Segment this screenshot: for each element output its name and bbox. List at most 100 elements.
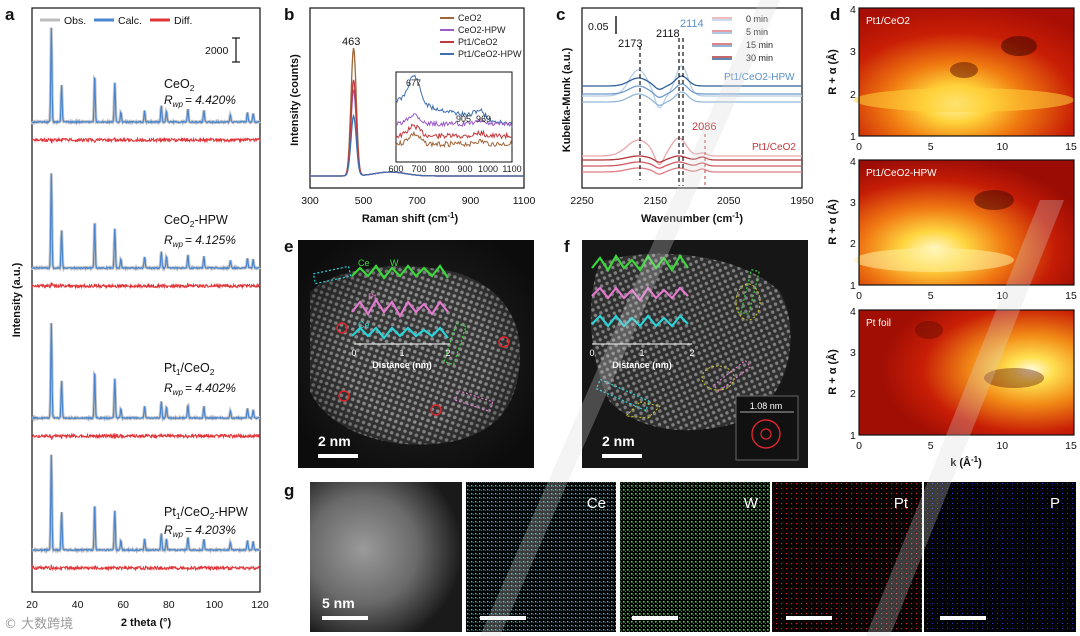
- svg-text:0: 0: [856, 141, 862, 153]
- xrd-obs-3: [31, 323, 261, 423]
- svg-text:2150: 2150: [644, 195, 668, 207]
- svg-text:10: 10: [996, 290, 1008, 302]
- svg-text:W: W: [390, 258, 399, 268]
- peak-2173: 2173: [618, 38, 642, 50]
- svg-text:4: 4: [850, 156, 856, 168]
- svg-text:Pt: Pt: [368, 292, 377, 302]
- inset-peak-905: 905: [456, 114, 471, 124]
- eds-map-ce: Ce: [466, 482, 616, 632]
- drift-hpw-3: [582, 83, 802, 98]
- svg-text:1: 1: [850, 131, 856, 143]
- panel-f: f 0 1 2 Distance (nm) 1.08 nm 2 nm: [540, 232, 814, 476]
- scale-label: 2000: [205, 45, 229, 57]
- svg-text:10: 10: [996, 141, 1008, 153]
- scale-bar-e: [318, 454, 358, 458]
- xrd-calc-3: [31, 323, 260, 421]
- keggin-size: 1.08 nm: [750, 401, 783, 411]
- panel-e-label: e: [284, 237, 293, 256]
- peak-463: 463: [342, 36, 360, 48]
- svg-text:Pt1/CeO2: Pt1/CeO2: [164, 361, 215, 377]
- inset-trace-2: [395, 113, 513, 128]
- profile-xlabel-f: Distance (nm): [612, 360, 672, 370]
- panel-c-legend: 0 min 5 min 15 min 30 min: [712, 14, 773, 63]
- svg-text:P: P: [1050, 495, 1060, 512]
- series-label-pt: Pt1/CeO2: [752, 142, 796, 153]
- ft-map-2: Pt1/CeO2-HPW: [854, 159, 1075, 286]
- svg-text:1: 1: [850, 280, 856, 292]
- panel-c: c 0.05 2173 2118 2114 2086 0 min 5 min 1…: [532, 0, 814, 230]
- panel-b-legend: CeO2 CeO2-HPW Pt1/CeO2 Pt1/CeO2-HPW: [440, 13, 522, 59]
- xrd-calc-2: [31, 173, 261, 270]
- panel-b: b 463 CeO2 CeO2-HPW Pt1/CeO2 Pt1/CeO2-HP…: [270, 0, 535, 230]
- inset-peak-969: 969: [476, 114, 491, 124]
- ft-xlabel: k (Å-1): [950, 455, 982, 469]
- xrd-calc-4: [31, 454, 261, 553]
- svg-text:0: 0: [589, 348, 594, 358]
- panel-c-xticks: 2250 2150 2050 1950: [570, 195, 814, 207]
- scale-bar-e-label: 2 nm: [318, 433, 351, 449]
- svg-text:CeO2: CeO2: [164, 77, 195, 93]
- panel-e: e Ce W Pt Ce 0 1 2 Distance (nm) 2 nm: [270, 232, 540, 476]
- scale-bar-f-label: 2 nm: [602, 433, 635, 449]
- peak-2114: 2114: [680, 18, 704, 30]
- svg-text:1: 1: [850, 430, 856, 442]
- svg-text:Pt foil: Pt foil: [866, 318, 891, 329]
- svg-text:Ce: Ce: [587, 495, 606, 512]
- svg-text:Ce: Ce: [358, 320, 370, 330]
- svg-text:15: 15: [1065, 290, 1077, 302]
- svg-text:Pt1/CeO2: Pt1/CeO2: [866, 16, 910, 27]
- panel-d-label: d: [830, 5, 840, 24]
- panel-d: d Pt1/CeO2 Pt1/CeO2-HPW Pt foil R +: [814, 0, 1080, 476]
- peak-2118: 2118: [656, 28, 680, 40]
- svg-text:2: 2: [445, 348, 450, 358]
- svg-text:15: 15: [1065, 440, 1077, 452]
- svg-text:900: 900: [457, 164, 472, 174]
- svg-text:3: 3: [850, 46, 856, 58]
- svg-text:5: 5: [928, 290, 934, 302]
- svg-text:Rwp= 4.420%: Rwp = 4.420%: [164, 93, 236, 109]
- ft-ylabel-3: R + α (Å): [826, 349, 839, 395]
- xrd-diff-4: [31, 564, 261, 572]
- svg-text:600: 600: [388, 164, 403, 174]
- scale-bar-g-label: 5 nm: [322, 595, 355, 611]
- svg-text:5: 5: [928, 440, 934, 452]
- svg-text:900: 900: [462, 195, 480, 207]
- svg-text:30 min: 30 min: [746, 53, 773, 63]
- svg-text:Pt1/CeO2-HPW: Pt1/CeO2-HPW: [458, 49, 522, 59]
- svg-text:0: 0: [351, 348, 356, 358]
- panel-c-xlabel: Wavenumber (cm-1): [641, 211, 743, 225]
- svg-text:3: 3: [850, 347, 856, 359]
- svg-text:2: 2: [850, 89, 856, 101]
- svg-text:300: 300: [301, 195, 319, 207]
- panel-b-xticks: 300 500 700 900 1100: [301, 195, 535, 207]
- peak-2086: 2086: [692, 121, 716, 133]
- ft-ylabel-2: R + α (Å): [826, 199, 839, 245]
- svg-text:Ce: Ce: [358, 258, 370, 268]
- svg-text:80: 80: [163, 599, 175, 611]
- xrd-diff-3: [31, 432, 261, 440]
- panel-c-label: c: [556, 5, 565, 24]
- drift-pt-2: [582, 167, 802, 175]
- panel-a: a Obs. Calc. Diff. 2000 CeO2 Rwp = 4.420%…: [0, 0, 270, 636]
- svg-text:5 min: 5 min: [746, 27, 768, 37]
- legend-calc: Calc.: [118, 15, 142, 27]
- svg-text:2250: 2250: [570, 195, 594, 207]
- svg-text:Rwp= 4.125%: Rwp = 4.125%: [164, 233, 236, 249]
- watermark-text: © 大数跨境: [4, 617, 74, 632]
- inset-trace-1: [395, 74, 513, 128]
- panel-a-xticks: 20 40 60 80 100 120: [26, 599, 269, 611]
- svg-text:Pt1/CeO2: Pt1/CeO2: [458, 37, 498, 47]
- svg-text:1100: 1100: [502, 164, 521, 174]
- sample-label-1: CeO2 Rwp = 4.420%: [164, 77, 236, 109]
- series-label-hpw: Pt1/CeO2-HPW: [724, 72, 795, 83]
- panel-b-frame: [309, 7, 525, 189]
- eds-map-p: P: [924, 482, 1076, 632]
- svg-text:CeO2-HPW: CeO2-HPW: [458, 25, 506, 35]
- svg-text:40: 40: [72, 599, 84, 611]
- inset-trace-4: [395, 130, 513, 148]
- xrd-traces: [30, 27, 261, 572]
- drift-traces: [582, 65, 802, 175]
- drift-hpw-2: [582, 91, 802, 106]
- svg-text:1950: 1950: [790, 195, 814, 207]
- xrd-obs-1: [30, 27, 261, 126]
